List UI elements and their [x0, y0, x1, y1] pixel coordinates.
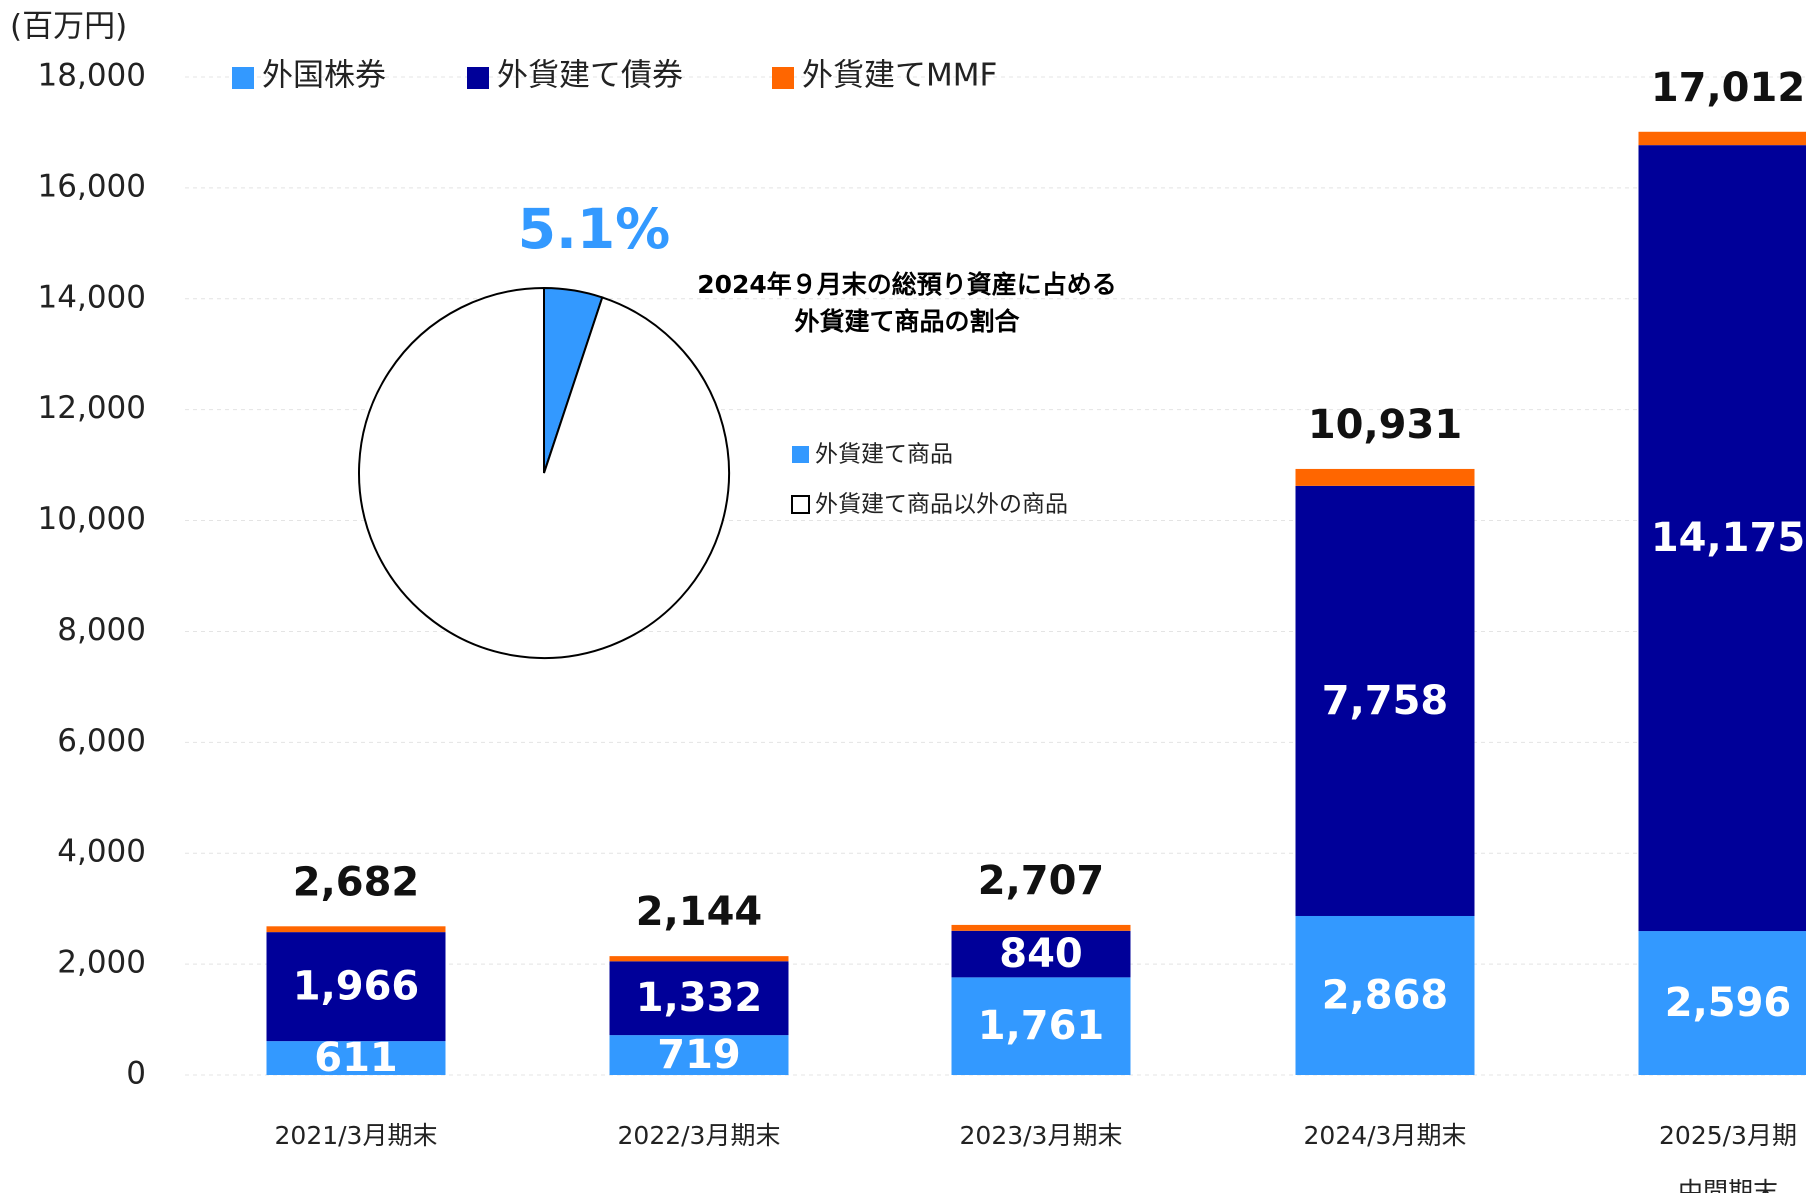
bar-segment	[609, 961, 789, 1036]
x-tick-label: 2023/3月期末	[959, 1121, 1123, 1150]
total-label: 10,931	[1308, 402, 1462, 448]
y-tick-label: 16,000	[38, 168, 146, 204]
total-label: 2,682	[293, 859, 420, 905]
bar-segment	[1295, 915, 1475, 1075]
bar-segment	[951, 977, 1131, 1075]
x-tick-label: 2021/3月期末	[274, 1121, 438, 1150]
segment-label: 840	[999, 931, 1083, 977]
pie-slice	[358, 286, 730, 659]
bar-segment	[1638, 931, 1806, 1075]
pie-legend-label: 外貨建て商品以外の商品	[815, 492, 1068, 518]
pie-legend-label: 外貨建て商品	[815, 442, 953, 468]
y-tick-label: 2,000	[57, 945, 146, 981]
y-tick-label: 12,000	[38, 390, 146, 426]
y-tick-label: 10,000	[38, 501, 146, 537]
bar-segment	[609, 956, 789, 962]
segment-label: 7,758	[1322, 678, 1449, 724]
segment-label: 719	[657, 1032, 741, 1078]
legend-swatch	[232, 67, 254, 89]
unit-label: (百万円)	[10, 9, 127, 45]
y-tick-label: 14,000	[38, 279, 146, 315]
bar-segment	[951, 924, 1131, 931]
bar-segment	[1638, 131, 1806, 146]
legend-label: 外貨建てMMF	[802, 58, 997, 94]
pie-value-label: 5.1%	[518, 197, 671, 261]
segment-label: 2,596	[1665, 980, 1792, 1026]
bar-segment	[951, 930, 1131, 978]
bar-segment	[609, 1035, 789, 1075]
bar-segment	[266, 1041, 446, 1075]
y-tick-label: 0	[126, 1056, 146, 1092]
x-tick-label: 2024/3月期末	[1303, 1121, 1467, 1150]
total-label: 2,144	[636, 889, 763, 935]
segment-label: 14,175	[1651, 515, 1805, 561]
legend-swatch	[467, 67, 489, 89]
y-tick-label: 8,000	[57, 612, 146, 648]
y-tick-label: 4,000	[57, 834, 146, 870]
segment-label: 1,761	[978, 1003, 1105, 1049]
legend-label: 外貨建て債券	[497, 58, 683, 94]
total-label: 2,707	[978, 858, 1105, 904]
y-tick-label: 18,000	[38, 58, 146, 94]
pie-legend-swatch	[792, 446, 809, 463]
x-tick-label: 2022/3月期末	[617, 1121, 781, 1150]
segment-label: 2,868	[1322, 972, 1449, 1018]
total-label: 17,012	[1651, 65, 1805, 111]
segment-label: 1,332	[636, 975, 763, 1021]
legend-label: 外国株券	[262, 58, 386, 94]
x-tick-label: 2025/3月期 中間期末	[1659, 1121, 1797, 1193]
bar-segment	[1638, 145, 1806, 932]
segment-label: 1,966	[293, 964, 420, 1010]
legend-swatch	[772, 67, 794, 89]
bar-segment	[1295, 485, 1475, 916]
bar-segment	[1295, 468, 1475, 486]
bar-segment	[266, 926, 446, 933]
pie-title: 2024年９月末の総預り資産に占める 外貨建て商品の割合	[697, 270, 1117, 336]
segment-label: 611	[314, 1035, 398, 1081]
y-tick-label: 6,000	[57, 723, 146, 759]
bar-segment	[266, 932, 446, 1042]
pie-legend-swatch	[791, 495, 810, 514]
